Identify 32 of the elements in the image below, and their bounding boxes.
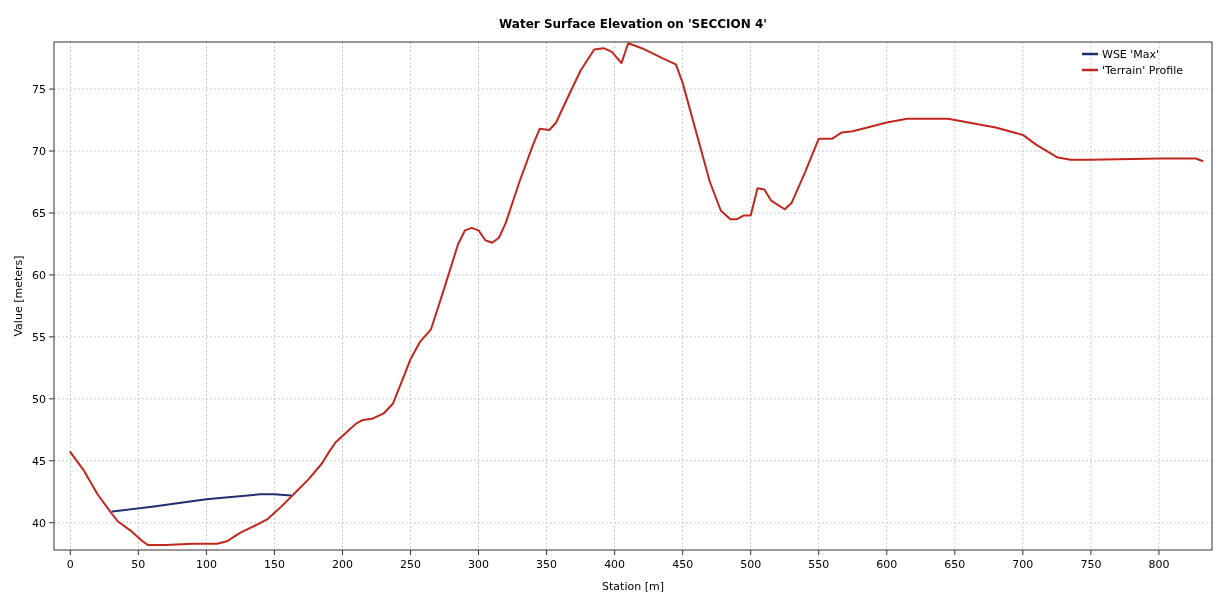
x-tick-label: 750 bbox=[1080, 558, 1102, 571]
x-tick-label: 650 bbox=[944, 558, 966, 571]
y-tick-label: 60 bbox=[32, 268, 46, 282]
x-tick-label: 350 bbox=[536, 558, 558, 571]
x-tick-label: 400 bbox=[604, 558, 626, 571]
x-tick-label: 100 bbox=[195, 558, 217, 571]
x-tick-label: 500 bbox=[740, 558, 762, 571]
x-tick-label: 50 bbox=[131, 558, 146, 571]
x-tick-label: 550 bbox=[808, 558, 830, 571]
y-tick-label: 55 bbox=[32, 330, 46, 344]
y-axis-title: Value [meters] bbox=[12, 255, 25, 337]
x-tick-label: 0 bbox=[66, 558, 74, 571]
line-series bbox=[111, 493, 292, 513]
x-tick-label: 600 bbox=[876, 558, 898, 571]
y-tick-label: 45 bbox=[32, 454, 46, 468]
y-tick-label: 65 bbox=[32, 206, 46, 220]
x-axis-title: Station [m] bbox=[602, 580, 664, 593]
x-tick-label: 200 bbox=[331, 558, 353, 571]
y-tick-label: 70 bbox=[32, 145, 46, 159]
legend-label: 'Terrain' Profile bbox=[1102, 64, 1184, 77]
y-tick-label: 75 bbox=[32, 83, 46, 97]
x-tick-label: 250 bbox=[400, 558, 422, 571]
y-tick-label: 50 bbox=[32, 392, 46, 406]
x-tick-label: 800 bbox=[1148, 558, 1170, 571]
x-tick-label: 150 bbox=[263, 558, 285, 571]
y-tick-label: 40 bbox=[32, 516, 46, 530]
legend-label: WSE 'Max' bbox=[1102, 48, 1160, 61]
x-tick-label: 450 bbox=[672, 558, 694, 571]
line-series bbox=[69, 42, 1204, 547]
x-tick-label: 300 bbox=[468, 558, 490, 571]
x-tick-label: 700 bbox=[1012, 558, 1034, 571]
chart-title: Water Surface Elevation on 'SECCION 4' bbox=[499, 17, 767, 31]
